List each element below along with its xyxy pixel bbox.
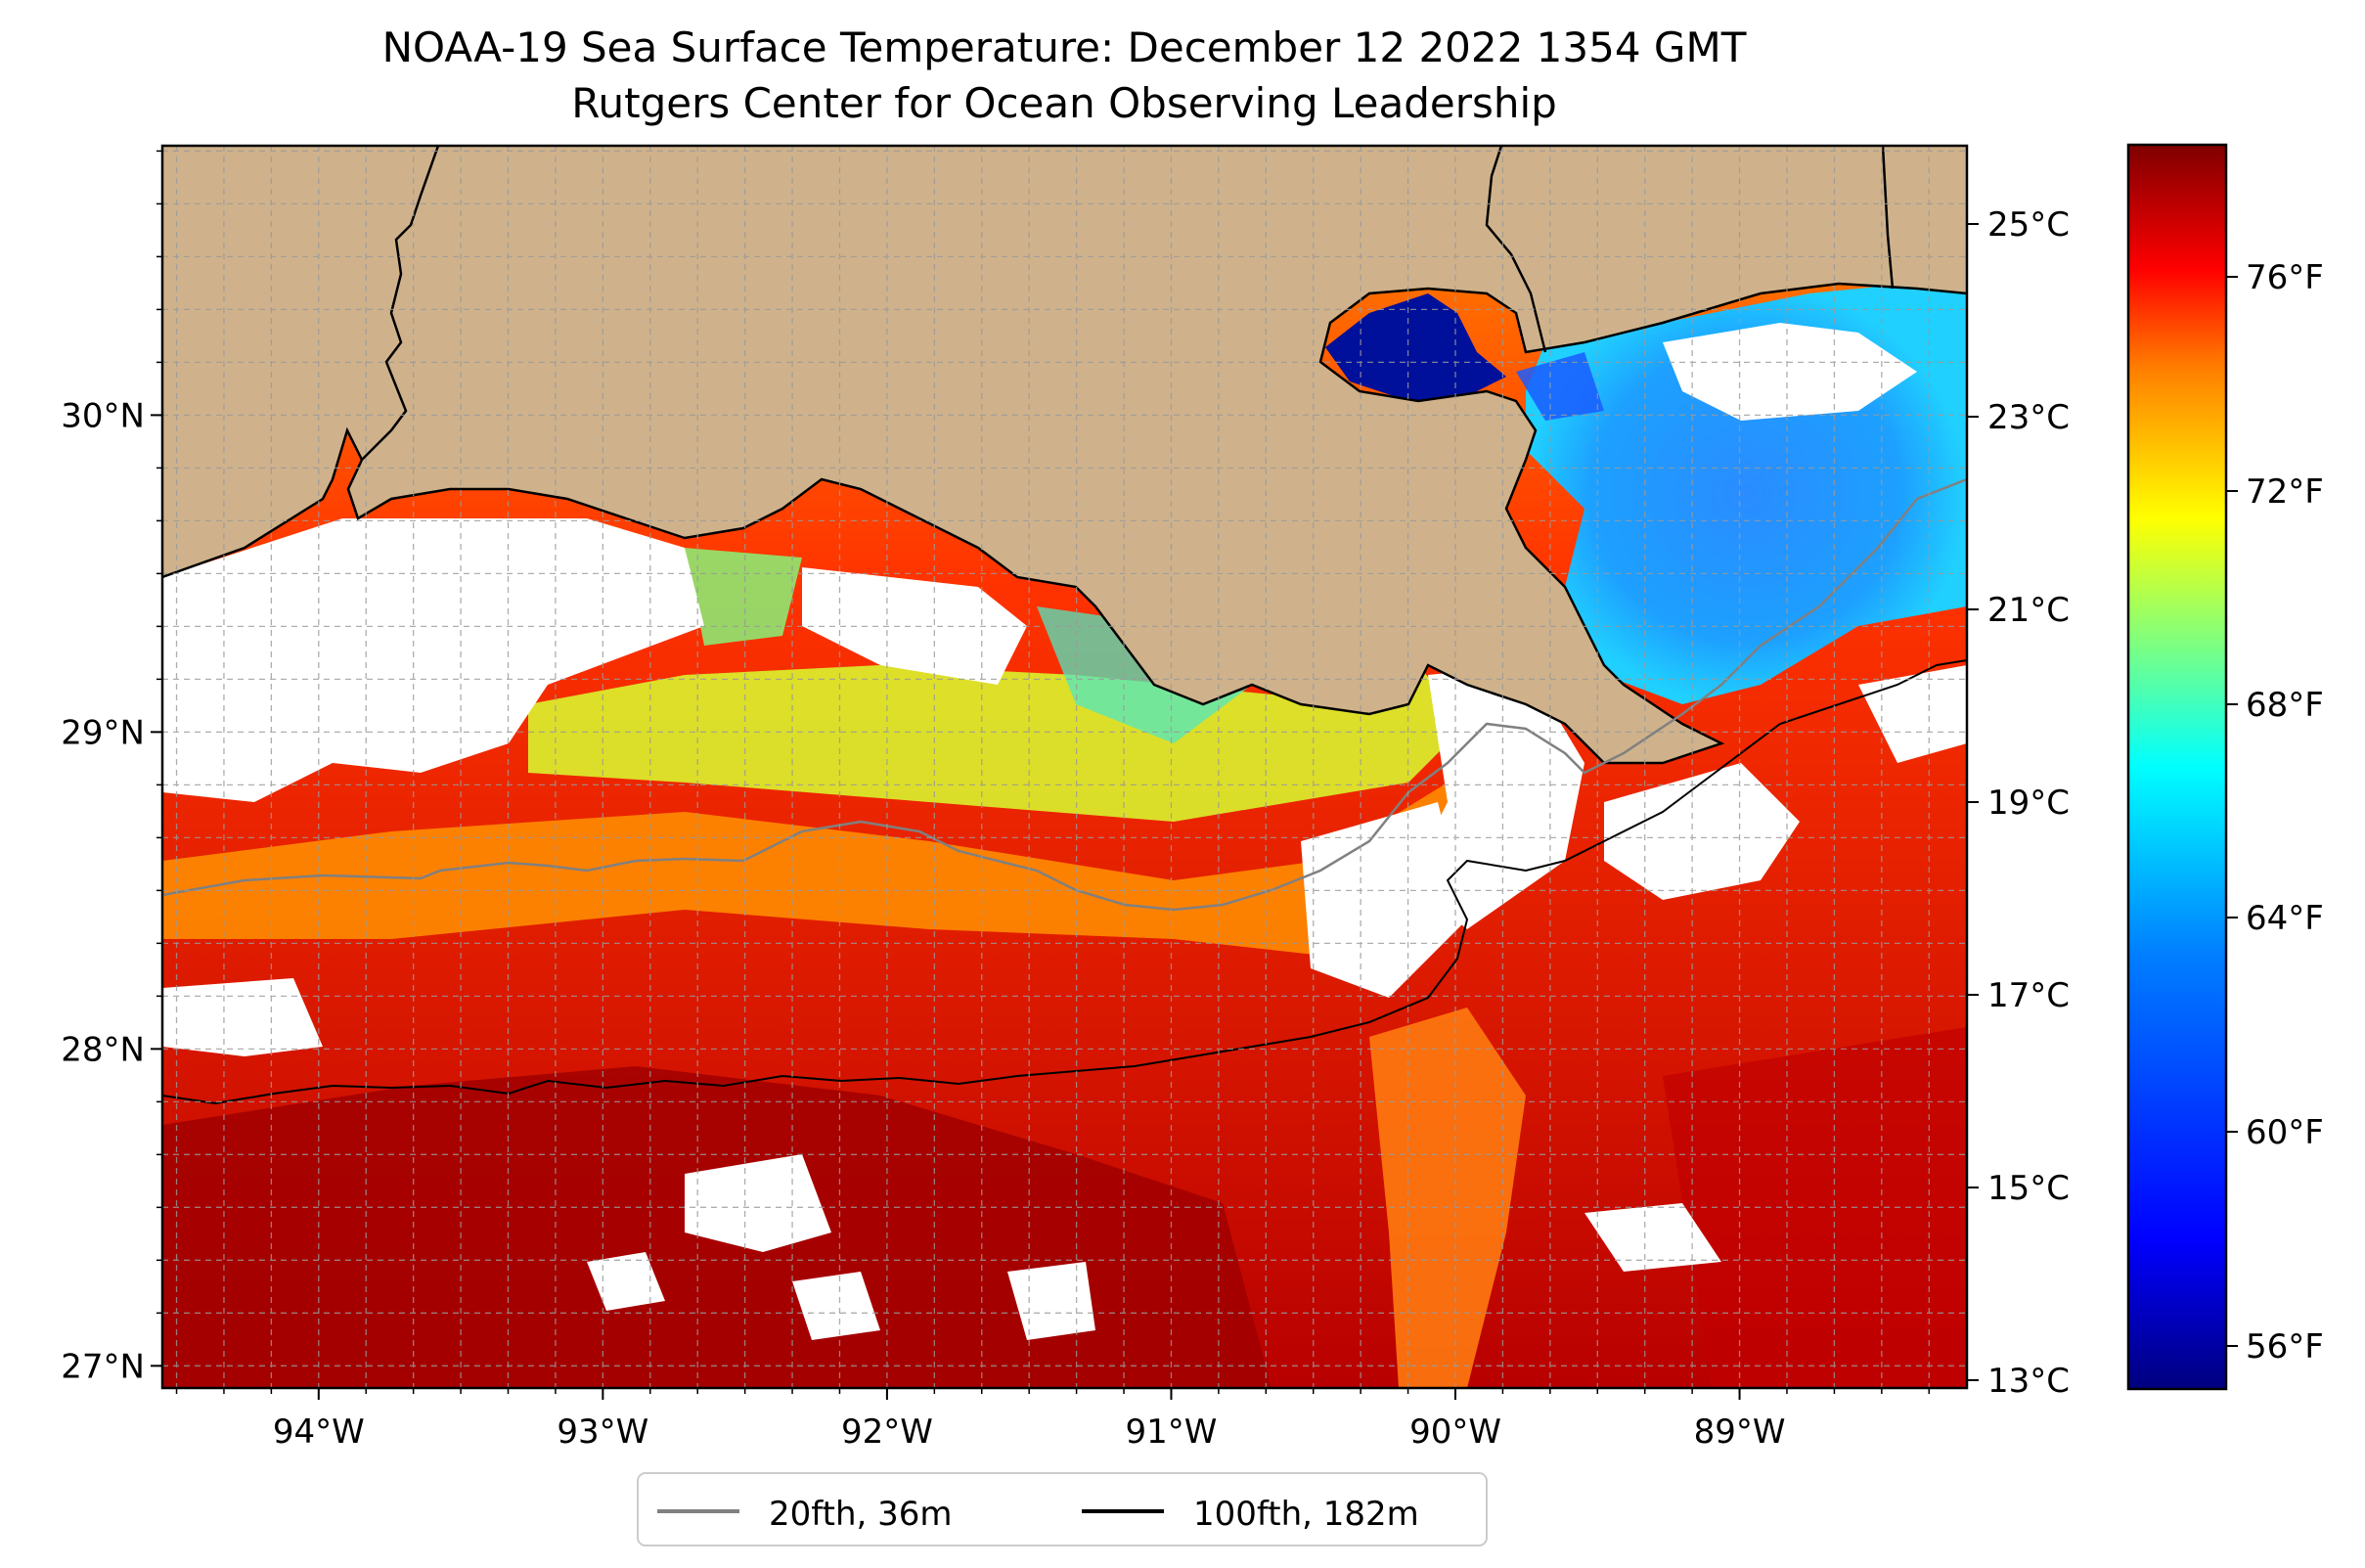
fahrenheit-tick-label: 72°F bbox=[2246, 472, 2324, 512]
map-frame bbox=[160, 144, 1969, 1390]
fahrenheit-tick-label: 68°F bbox=[2246, 686, 2324, 725]
colorbar bbox=[2126, 143, 2228, 1391]
no-data-south-5 bbox=[587, 1252, 665, 1311]
river-boundary-east bbox=[1485, 146, 1547, 353]
no-data-central-shelf bbox=[1301, 802, 1467, 998]
sst-map bbox=[162, 146, 1967, 1388]
no-data-central-coast bbox=[802, 567, 1027, 685]
fahrenheit-tick-label: 56°F bbox=[2246, 1327, 2324, 1366]
warm-patch-east bbox=[1663, 1027, 1967, 1388]
coastline bbox=[162, 282, 1967, 765]
isobath-20fth bbox=[162, 477, 1967, 912]
lat-tick-label: 28°N bbox=[61, 1030, 145, 1069]
map-title: NOAA-19 Sea Surface Temperature: Decembe… bbox=[382, 23, 1747, 71]
fahrenheit-tick-label: 76°F bbox=[2246, 258, 2324, 297]
lon-tick-label: 90°W bbox=[1409, 1412, 1501, 1452]
legend-label-20fth: 20fth, 36m bbox=[769, 1495, 953, 1534]
coastal-green-band bbox=[685, 548, 802, 646]
celsius-tick-label: 15°C bbox=[1987, 1169, 2070, 1208]
lon-tick-label: 92°W bbox=[841, 1412, 933, 1452]
legend: 20fth, 36m 100fth, 182m bbox=[637, 1472, 1488, 1546]
no-data-west-coast bbox=[162, 518, 704, 802]
minor-ticks bbox=[156, 150, 1931, 1394]
no-data-west-patch bbox=[162, 978, 323, 1056]
coastal-yellow-band bbox=[528, 665, 1467, 822]
celsius-tick-label: 25°C bbox=[1987, 205, 2070, 245]
lon-tick-label: 94°W bbox=[273, 1412, 365, 1452]
fahrenheit-tick-label: 60°F bbox=[2246, 1113, 2324, 1152]
no-data-south-4 bbox=[1584, 1203, 1721, 1272]
fahrenheit-tick-label: 64°F bbox=[2246, 899, 2324, 938]
isobath-100fth bbox=[162, 659, 1967, 1105]
longitude-ticks: 94°W 93°W 92°W 91°W 90°W 89°W bbox=[273, 1388, 1786, 1452]
no-data-south-1 bbox=[685, 1154, 831, 1252]
gridlines bbox=[162, 146, 1967, 1388]
celsius-tick-label: 13°C bbox=[1987, 1362, 2070, 1401]
cool-water-sound bbox=[1516, 352, 1604, 421]
map-subtitle: Rutgers Center for Ocean Observing Leade… bbox=[571, 79, 1557, 127]
legend-label-100fth: 100fth, 182m bbox=[1193, 1495, 1419, 1534]
celsius-tick-label: 17°C bbox=[1987, 976, 2070, 1015]
no-data-south-2 bbox=[792, 1272, 880, 1340]
lon-tick-label: 91°W bbox=[1126, 1412, 1218, 1452]
lat-tick-label: 29°N bbox=[61, 713, 145, 752]
celsius-tick-label: 21°C bbox=[1987, 591, 2070, 630]
lat-tick-label: 27°N bbox=[61, 1347, 145, 1386]
orange-plume bbox=[1369, 1008, 1526, 1388]
coastal-cyan-band bbox=[1037, 606, 1252, 743]
celsius-tick-label: 23°C bbox=[1987, 398, 2070, 437]
lake-pontchartrain bbox=[1325, 293, 1506, 401]
state-boundary-ms-al bbox=[1881, 146, 1895, 290]
latitude-ticks: 30°N 29°N 28°N 27°N bbox=[61, 396, 162, 1386]
celsius-ticks: 25°C 23°C 21°C 19°C 17°C 15°C 13°C bbox=[1967, 205, 2070, 1401]
river-boundary-west bbox=[361, 146, 440, 461]
lat-tick-label: 30°N bbox=[61, 396, 145, 435]
no-data-northeast bbox=[1663, 323, 1917, 421]
land-louisiana bbox=[162, 146, 1967, 763]
lon-tick-label: 89°W bbox=[1694, 1412, 1786, 1452]
fahrenheit-ticks: 76°F 72°F 68°F 64°F 60°F 56°F bbox=[2226, 258, 2324, 1366]
celsius-tick-label: 19°C bbox=[1987, 784, 2070, 823]
no-data-east-shelf bbox=[1604, 763, 1800, 900]
orange-band bbox=[162, 783, 1467, 959]
legend-box bbox=[637, 1472, 1488, 1546]
lon-tick-label: 93°W bbox=[557, 1412, 648, 1452]
